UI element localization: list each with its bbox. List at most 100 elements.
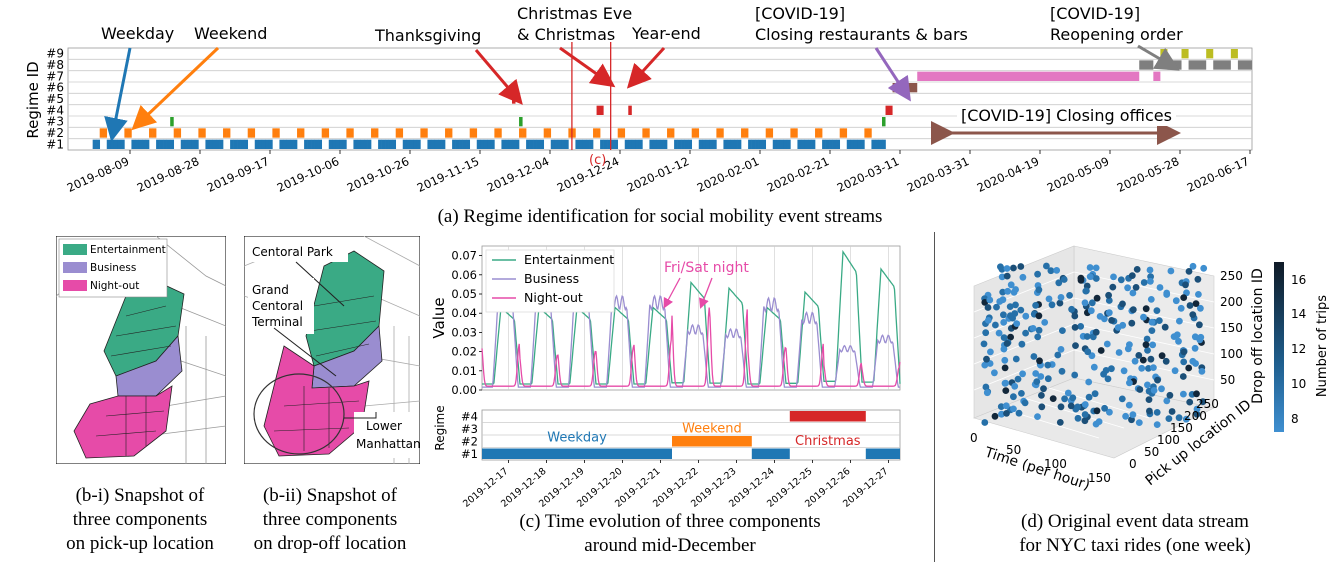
regime-cell bbox=[208, 139, 213, 149]
scatter-point bbox=[1034, 413, 1041, 420]
scatter-point bbox=[1180, 390, 1187, 398]
regime-segment bbox=[519, 117, 523, 127]
scatter-point bbox=[1140, 279, 1148, 286]
caption-c-line2: around mid-December bbox=[584, 535, 756, 556]
scatter-point bbox=[1197, 304, 1204, 312]
date-tick: 2020-05-28 bbox=[1115, 154, 1181, 195]
regime-cell bbox=[364, 139, 368, 149]
legend-business: Business bbox=[90, 262, 136, 274]
date-tick: 2020-06-17 bbox=[1185, 154, 1251, 195]
regime-cell bbox=[818, 128, 823, 138]
regime-cell bbox=[853, 139, 858, 149]
scatter-point bbox=[1100, 370, 1107, 378]
scatter-point bbox=[1154, 376, 1161, 384]
caption-b2-line3: on drop-off location bbox=[253, 533, 407, 554]
scatter-point bbox=[1126, 379, 1133, 387]
scatter-point bbox=[1056, 419, 1064, 426]
regime-cell bbox=[617, 128, 622, 138]
scatter-point bbox=[1135, 352, 1143, 359]
regime-cell bbox=[335, 139, 340, 149]
scatter-point bbox=[1012, 355, 1020, 363]
scatter-point bbox=[1195, 291, 1202, 298]
z-tick: 250 bbox=[1220, 269, 1243, 283]
annotation-covid-reopen-line1: [COVID-19] bbox=[1050, 4, 1141, 23]
scatter-point bbox=[1182, 281, 1189, 289]
regime-cell bbox=[660, 139, 664, 149]
legend-swatch-entertainment bbox=[63, 244, 87, 255]
scatter-point bbox=[1193, 405, 1201, 413]
scatter-point bbox=[1057, 346, 1065, 353]
scatter-point bbox=[1049, 395, 1057, 402]
value-tick: 0.01 bbox=[451, 364, 477, 378]
date-tick: 2020-05-09 bbox=[1045, 154, 1111, 195]
regime-band bbox=[482, 448, 672, 459]
regime-cell bbox=[282, 139, 287, 149]
scatter-point bbox=[1122, 412, 1129, 420]
regime-cell bbox=[346, 128, 351, 138]
scatter-point bbox=[1066, 292, 1073, 299]
scatter-point bbox=[1085, 378, 1093, 386]
scatter-point bbox=[1040, 385, 1047, 393]
regime-cell bbox=[874, 139, 879, 149]
regime-cell bbox=[311, 139, 315, 149]
date-tick: 2020-02-21 bbox=[765, 154, 831, 195]
z-tick: 150 bbox=[1220, 321, 1243, 335]
scatter-point bbox=[1071, 312, 1079, 320]
scatter-point bbox=[1092, 328, 1100, 336]
legend-entertainment: Entertainment bbox=[90, 244, 166, 256]
regime-cell bbox=[843, 128, 848, 138]
scatter-point bbox=[1014, 375, 1022, 383]
legend-label: Entertainment bbox=[524, 252, 614, 267]
date-tick: 2020-01-12 bbox=[625, 154, 691, 195]
scatter-point bbox=[1128, 319, 1136, 327]
scatter-point bbox=[1135, 419, 1143, 426]
regime-cell bbox=[575, 139, 580, 149]
regime-cell bbox=[156, 139, 160, 149]
regime-cell bbox=[152, 128, 157, 138]
scatter-point bbox=[1095, 418, 1103, 425]
date-tick: 2020-04-19 bbox=[975, 154, 1041, 195]
regime-tick: #6 bbox=[46, 81, 64, 95]
regime-tick: #7 bbox=[46, 69, 64, 83]
z-tick: 50 bbox=[1220, 373, 1235, 387]
scatter-point bbox=[1167, 267, 1175, 275]
scatter-point bbox=[1147, 355, 1155, 363]
regime-cell bbox=[815, 128, 819, 138]
regime-cell bbox=[772, 139, 777, 149]
date-tick: 2019-09-17 bbox=[205, 154, 271, 195]
scatter-point bbox=[1068, 305, 1075, 313]
scatter-point bbox=[996, 298, 1004, 305]
y-tick: 50 bbox=[1144, 445, 1159, 459]
value-tick: 0.00 bbox=[451, 383, 477, 397]
regime-cell bbox=[438, 139, 442, 149]
scatter-point bbox=[1103, 340, 1111, 348]
y-tick: 0 bbox=[1129, 457, 1137, 471]
scatter-point bbox=[1129, 289, 1137, 297]
regime-cell bbox=[494, 128, 499, 138]
panel-c: 0.00 0.01 0.02 0.03 0.04 0.05 0.06 0.07 Enterta… bbox=[430, 232, 927, 512]
scatter-point bbox=[1156, 284, 1164, 291]
regime-cell bbox=[571, 128, 576, 138]
value-axis-label: Value bbox=[430, 297, 448, 338]
scatter-point bbox=[1097, 347, 1105, 354]
regime-band-label: Weekday bbox=[547, 431, 607, 446]
regime-segment bbox=[882, 117, 886, 127]
scatter-point bbox=[984, 304, 992, 311]
colorbar-tick: 12 bbox=[1291, 342, 1306, 356]
regime-cell bbox=[131, 139, 136, 149]
scatter-point bbox=[1000, 311, 1007, 319]
regime-cell bbox=[409, 139, 414, 149]
regime-segment bbox=[1188, 60, 1207, 70]
x-tick: 0 bbox=[970, 431, 978, 445]
caption-b1: (b-i) Snapshot of three components on pi… bbox=[40, 484, 240, 556]
regime-cell bbox=[473, 128, 478, 138]
regime-cell bbox=[360, 139, 365, 149]
regime-cell bbox=[265, 139, 270, 149]
value-tick: 0.02 bbox=[451, 345, 477, 359]
regime-cell bbox=[751, 139, 756, 149]
scatter-point bbox=[999, 288, 1007, 296]
scatter-point bbox=[1193, 410, 1201, 418]
scatter-point bbox=[1055, 279, 1063, 287]
regime-tick-c: #4 bbox=[461, 409, 478, 423]
scatter-point bbox=[1002, 387, 1010, 394]
